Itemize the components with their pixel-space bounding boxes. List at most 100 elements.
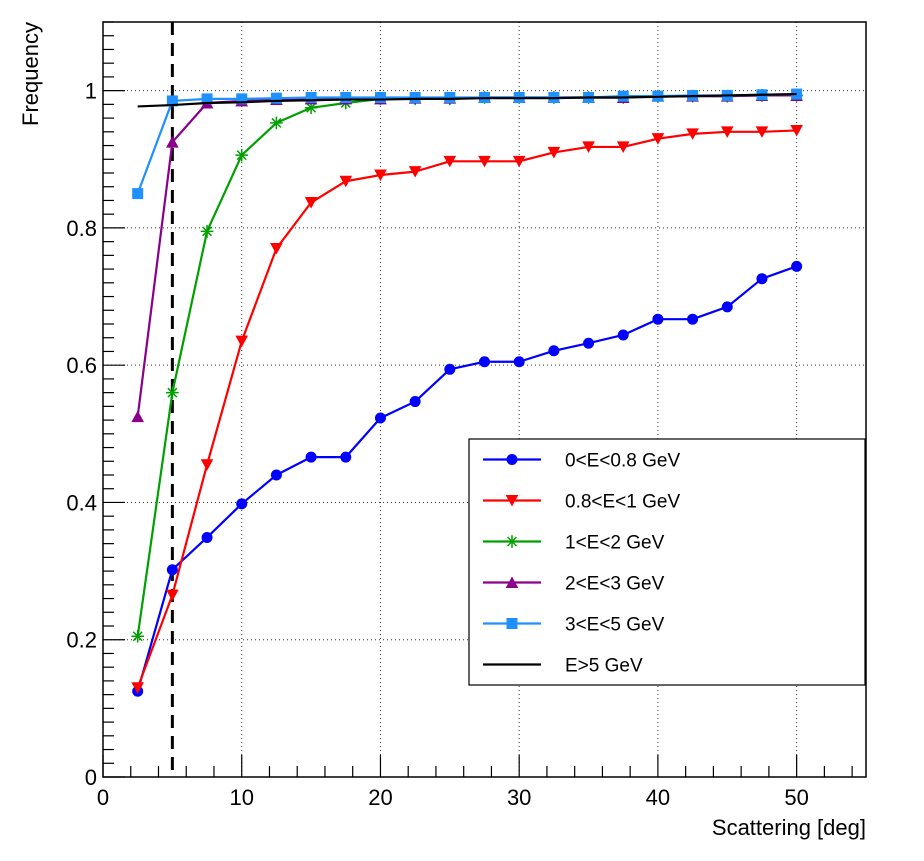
y-tick-label: 0.8 xyxy=(66,216,97,241)
legend-label: 0.8<E<1 GeV xyxy=(565,492,680,513)
x-tick-label: 50 xyxy=(784,785,808,810)
data-point xyxy=(721,301,733,313)
x-tick-label: 20 xyxy=(368,785,392,810)
data-point xyxy=(547,146,561,159)
x-tick-label: 30 xyxy=(507,785,531,810)
legend-marker xyxy=(505,535,519,548)
legend-marker xyxy=(505,495,519,507)
data-point xyxy=(236,498,248,510)
axis-ticks xyxy=(102,21,853,778)
data-point xyxy=(478,155,491,168)
y-tick-label: 0.4 xyxy=(66,490,97,515)
data-point xyxy=(408,166,422,178)
legend-label: 1<E<2 GeV xyxy=(565,533,665,554)
data-point xyxy=(236,93,248,105)
y-tick-label: 0.6 xyxy=(66,353,97,378)
data-point xyxy=(444,363,456,375)
data-point xyxy=(513,356,525,368)
data-point xyxy=(686,128,699,140)
star-stroke xyxy=(132,631,143,642)
data-point xyxy=(720,126,734,138)
y-tick-label: 0 xyxy=(85,765,97,790)
data-point xyxy=(305,92,317,103)
series-layer xyxy=(131,88,803,697)
legend-label: 2<E<3 GeV xyxy=(565,574,665,595)
data-point xyxy=(791,260,803,272)
series-line xyxy=(136,129,797,689)
legend-marker xyxy=(505,576,519,588)
data-point xyxy=(652,313,664,325)
data-point xyxy=(132,188,144,200)
data-point xyxy=(583,337,595,349)
series-5 xyxy=(137,92,797,108)
data-point xyxy=(756,273,768,285)
data-point xyxy=(131,629,145,643)
data-point xyxy=(409,396,421,408)
y-axis-title: Frequency xyxy=(18,22,43,126)
data-point xyxy=(616,141,630,153)
data-point xyxy=(166,589,179,602)
data-point xyxy=(131,410,145,423)
data-point xyxy=(340,451,352,463)
data-point xyxy=(409,92,421,103)
data-point xyxy=(166,564,178,576)
legend-label: E>5 GeV xyxy=(565,656,643,677)
data-point xyxy=(305,451,317,463)
y-tick-label: 0.2 xyxy=(66,628,97,653)
star-stroke xyxy=(506,536,518,547)
data-point xyxy=(374,169,387,182)
legend: 0<E<0.8 GeV 0.8<E<1 GeV 1<E<2 GeV 2<E<3 GeV… xyxy=(468,438,866,686)
data-point xyxy=(479,356,490,368)
data-point xyxy=(201,93,213,105)
data-point xyxy=(270,243,283,255)
data-point xyxy=(270,469,282,481)
data-point xyxy=(131,682,145,694)
data-point xyxy=(201,531,213,543)
data-point xyxy=(548,345,560,357)
data-point xyxy=(235,335,249,348)
star-stroke xyxy=(236,150,247,161)
data-point xyxy=(687,313,699,325)
data-point xyxy=(166,136,179,148)
data-point xyxy=(200,225,214,238)
legend-box xyxy=(468,438,866,686)
star-stroke xyxy=(202,226,213,237)
data-point xyxy=(166,386,179,399)
series-0 xyxy=(132,260,803,697)
star-stroke xyxy=(167,387,178,398)
data-point xyxy=(617,90,629,102)
data-point xyxy=(790,124,803,137)
y-tick-label: 1 xyxy=(85,79,97,104)
series-1 xyxy=(131,124,803,694)
data-point xyxy=(270,116,283,130)
legend-marker xyxy=(506,454,518,465)
data-point xyxy=(617,329,629,341)
star-stroke xyxy=(306,102,317,113)
x-tick-label: 40 xyxy=(646,785,670,810)
data-point xyxy=(304,197,318,209)
tick-labels: 0 10 20 30 40 50 0 0.2 0.4 0.6 0.8 1 xyxy=(66,79,808,810)
x-axis-title: Scattering [deg] xyxy=(712,815,866,840)
legend-label: 0<E<0.8 GeV xyxy=(565,451,680,472)
data-point xyxy=(270,92,282,104)
plot-frame xyxy=(102,21,867,778)
data-point xyxy=(512,155,526,168)
data-point xyxy=(444,92,456,103)
data-point xyxy=(755,126,769,138)
legend-label: 3<E<5 GeV xyxy=(565,615,665,636)
data-point xyxy=(166,95,178,107)
data-point xyxy=(200,459,214,471)
x-tick-label: 0 xyxy=(97,785,109,810)
series-line xyxy=(137,92,797,108)
data-point xyxy=(443,155,457,168)
legend-marker xyxy=(506,618,518,629)
data-point xyxy=(339,175,353,188)
data-point xyxy=(374,412,386,424)
data-point xyxy=(374,92,386,103)
data-point xyxy=(340,92,352,103)
x-tick-label: 10 xyxy=(229,785,253,810)
data-point xyxy=(582,141,595,153)
star-stroke xyxy=(271,117,282,128)
